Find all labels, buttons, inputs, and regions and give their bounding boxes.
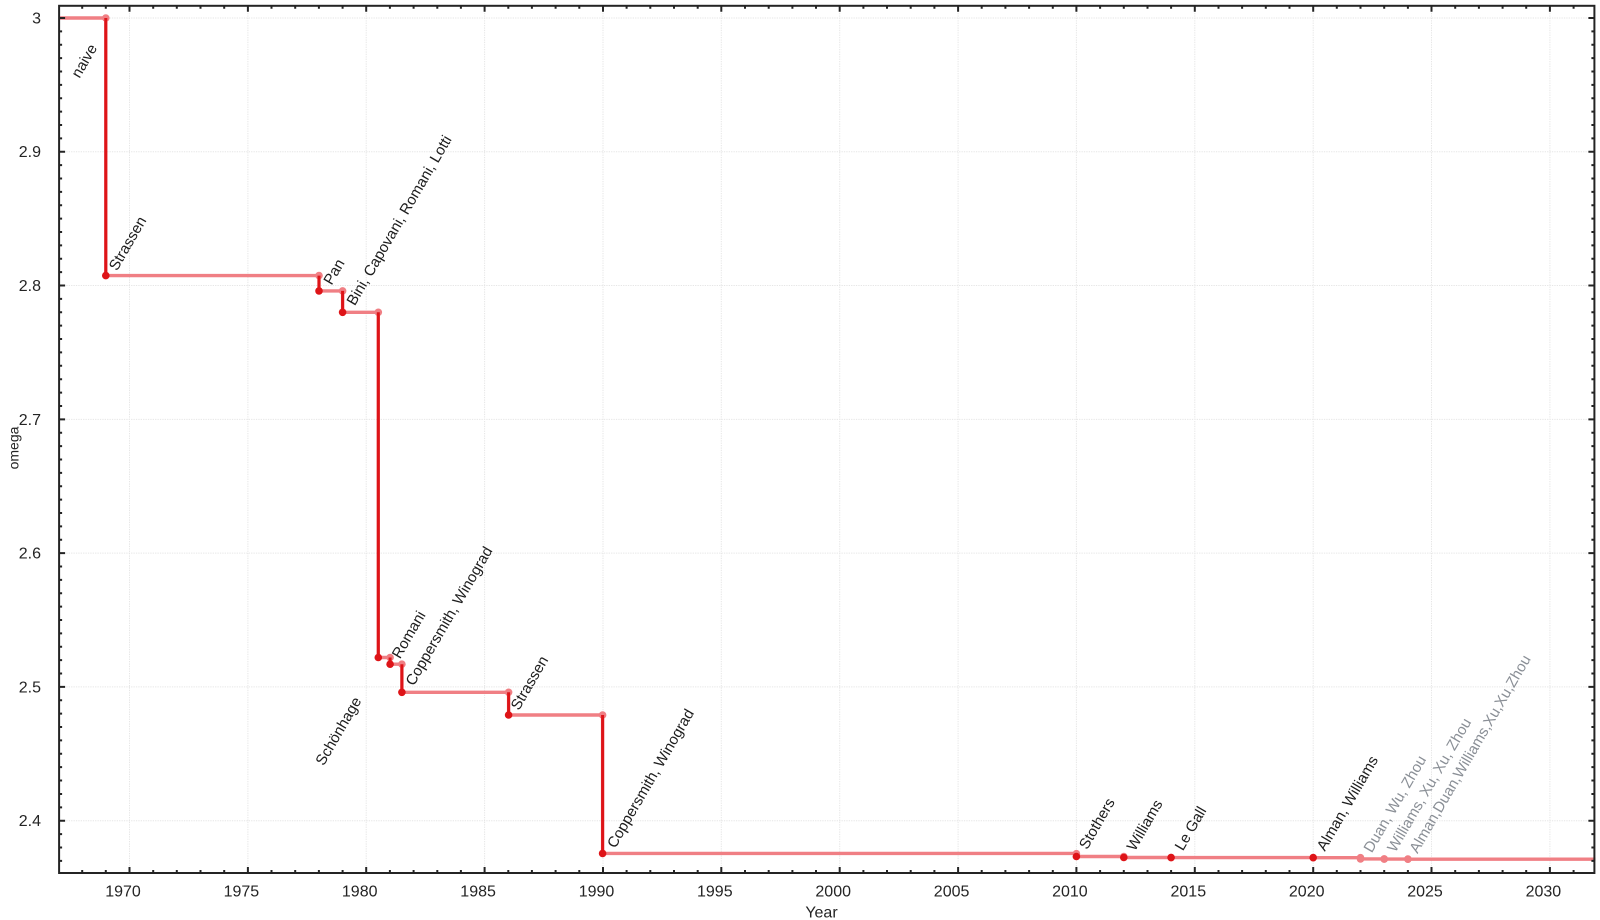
svg-text:1980: 1980 [342,884,378,901]
svg-text:2.8: 2.8 [19,278,41,295]
svg-text:Year: Year [805,905,838,920]
svg-text:2005: 2005 [934,884,970,901]
svg-text:2030: 2030 [1526,884,1562,901]
svg-text:omega: omega [6,426,22,469]
svg-text:2010: 2010 [1052,884,1088,901]
svg-text:2.6: 2.6 [19,546,41,563]
svg-text:1985: 1985 [460,884,496,901]
svg-text:2025: 2025 [1407,884,1443,901]
svg-text:1995: 1995 [697,884,733,901]
svg-text:2000: 2000 [815,884,851,901]
svg-text:2.7: 2.7 [19,412,41,429]
svg-text:1990: 1990 [579,884,615,901]
svg-text:2.4: 2.4 [19,813,41,830]
svg-text:2.9: 2.9 [19,144,41,161]
svg-text:3: 3 [32,11,41,28]
svg-text:2.5: 2.5 [19,679,41,696]
svg-text:2020: 2020 [1289,884,1325,901]
svg-text:2015: 2015 [1171,884,1207,901]
svg-text:1970: 1970 [105,884,141,901]
svg-text:1975: 1975 [224,884,260,901]
